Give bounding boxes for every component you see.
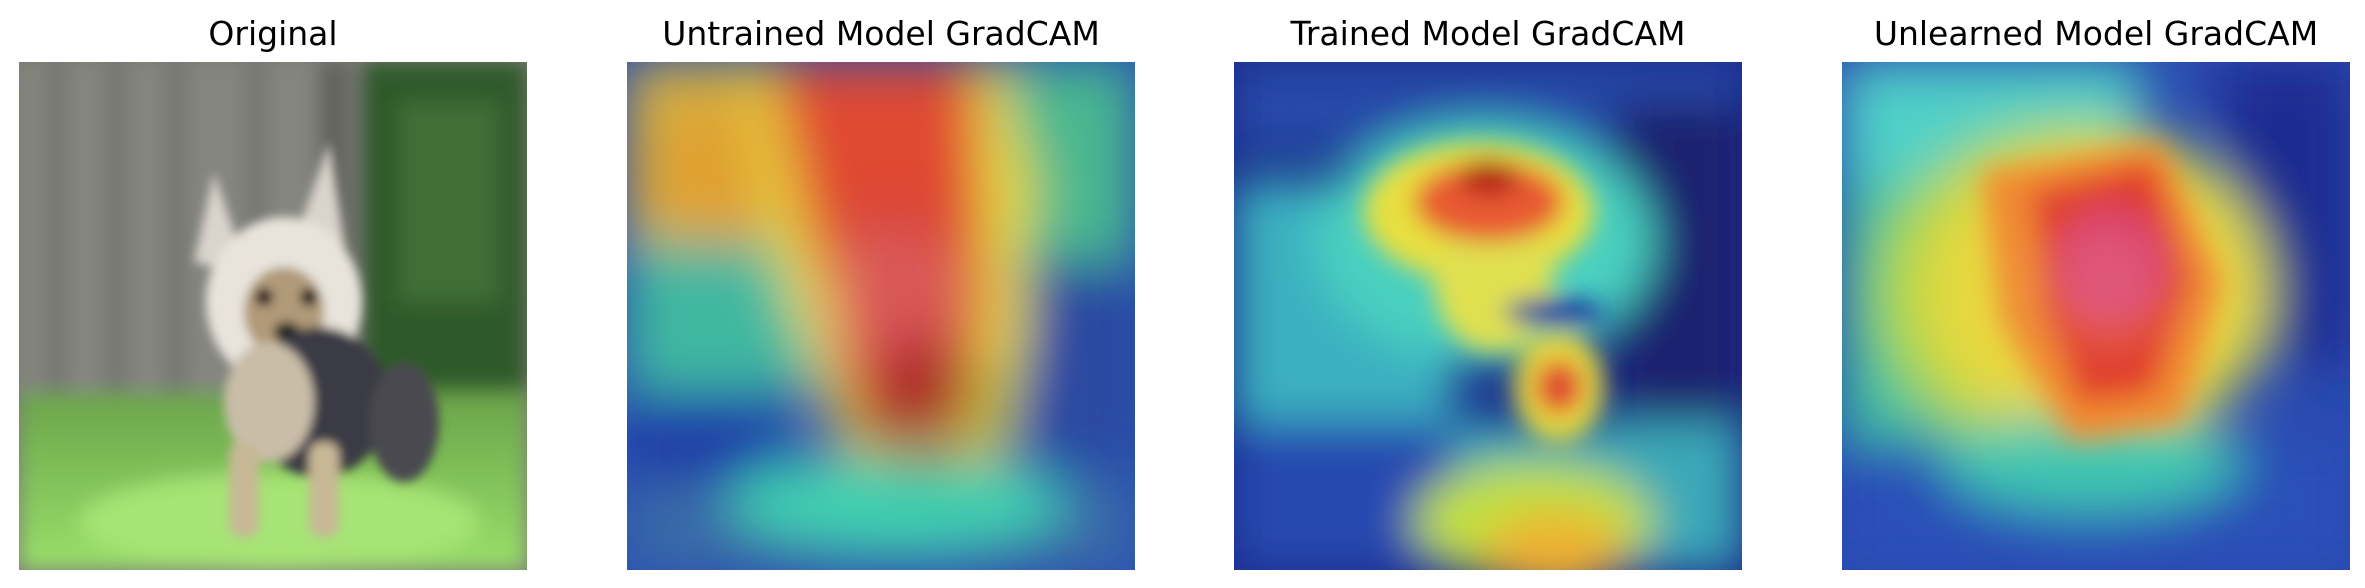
trained-gradcam-heatmap xyxy=(1234,62,1742,570)
panel-title: Unlearned Model GradCAM xyxy=(1873,14,2319,53)
panel-title: Trained Model GradCAM xyxy=(1290,14,1686,53)
panel-title: Original xyxy=(208,14,338,53)
panel-title: Untrained Model GradCAM xyxy=(662,14,1100,53)
unlearned-gradcam-heatmap xyxy=(1842,62,2350,570)
original-image xyxy=(19,62,527,570)
panel-unlearned-gradcam: Unlearned Model GradCAM xyxy=(1842,0,2350,588)
panel-untrained-gradcam: Untrained Model GradCAM xyxy=(627,0,1135,588)
panel-trained-gradcam: Trained Model GradCAM xyxy=(1234,0,1742,588)
untrained-gradcam-heatmap xyxy=(627,62,1135,570)
panel-original: Original xyxy=(19,0,527,588)
